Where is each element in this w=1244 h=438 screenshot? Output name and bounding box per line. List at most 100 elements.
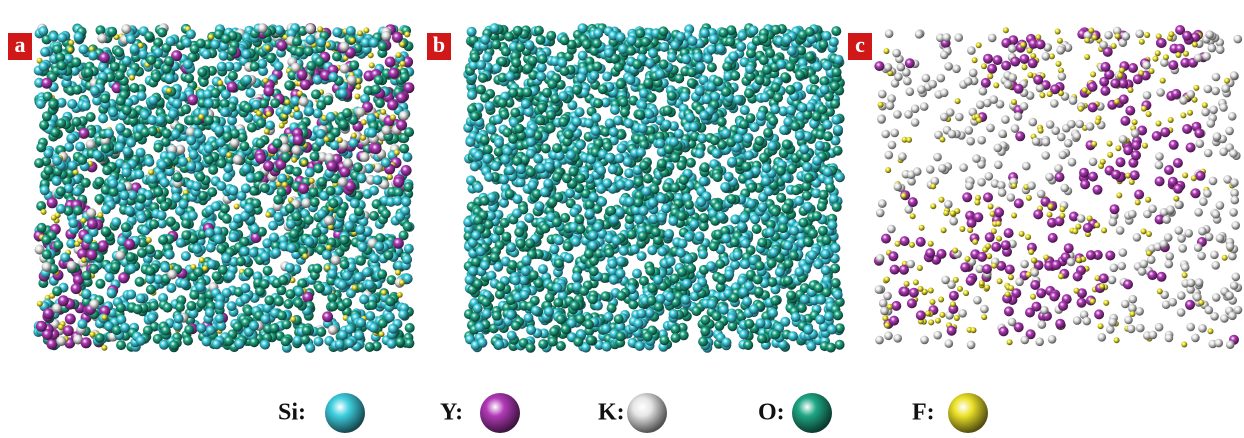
- atom: [255, 153, 266, 164]
- atom: [536, 35, 546, 45]
- atom: [272, 138, 282, 148]
- atom: [491, 40, 501, 50]
- atom: [263, 266, 273, 276]
- atom: [739, 213, 749, 223]
- atom: [306, 35, 316, 45]
- atom: [344, 221, 354, 231]
- atom: [543, 179, 553, 189]
- atom: [125, 206, 135, 216]
- atom: [357, 173, 367, 183]
- atom: [130, 44, 140, 54]
- atom: [554, 235, 564, 245]
- atom: [302, 253, 308, 259]
- atom: [310, 152, 320, 162]
- atom: [740, 105, 750, 115]
- atom: [695, 231, 705, 241]
- atom: [475, 322, 485, 332]
- atom: [216, 181, 226, 191]
- atom: [754, 287, 764, 297]
- atom: [576, 140, 586, 150]
- atom: [491, 161, 501, 171]
- atom: [374, 75, 384, 85]
- atom: [545, 293, 555, 303]
- atom: [38, 26, 48, 36]
- atom: [36, 99, 46, 109]
- atom: [291, 157, 297, 163]
- atom: [771, 83, 781, 93]
- atom: [549, 326, 559, 336]
- atom: [589, 266, 599, 276]
- atom: [401, 165, 412, 176]
- atom: [482, 309, 492, 319]
- atom: [699, 213, 709, 223]
- atom: [98, 113, 108, 123]
- atom: [513, 26, 523, 36]
- atom: [775, 267, 785, 277]
- atom: [715, 259, 725, 269]
- atom: [394, 150, 400, 156]
- atom: [271, 248, 281, 258]
- atom: [198, 114, 204, 120]
- atom: [208, 165, 218, 175]
- atom: [326, 245, 332, 251]
- atom: [470, 312, 480, 322]
- atom: [707, 299, 717, 309]
- atom: [480, 260, 490, 270]
- atom: [58, 295, 69, 306]
- atom: [102, 314, 108, 320]
- atom: [300, 79, 311, 90]
- atom: [292, 145, 302, 155]
- atom: [647, 245, 657, 255]
- atom: [94, 194, 104, 204]
- atom: [174, 314, 184, 324]
- atom: [87, 219, 98, 230]
- atom: [630, 244, 640, 254]
- atom: [56, 186, 66, 196]
- atom: [681, 295, 691, 305]
- atom: [292, 167, 302, 177]
- atom: [385, 297, 395, 307]
- atom: [204, 98, 214, 108]
- atom: [97, 212, 103, 218]
- atom: [473, 151, 483, 161]
- atom: [166, 217, 176, 227]
- atom: [110, 62, 120, 72]
- atom: [385, 57, 396, 68]
- atom: [157, 28, 167, 38]
- atom: [222, 214, 232, 224]
- atom: [534, 26, 544, 36]
- atom: [260, 252, 270, 262]
- atom: [648, 48, 658, 58]
- atom: [371, 143, 382, 154]
- atom: [369, 38, 379, 48]
- atom: [746, 113, 756, 123]
- atom: [353, 162, 363, 172]
- atom: [261, 314, 271, 324]
- atom: [182, 38, 192, 48]
- atom: [832, 202, 842, 212]
- atom: [506, 242, 516, 252]
- atom: [729, 51, 739, 61]
- atom: [111, 262, 121, 272]
- atom: [215, 300, 225, 310]
- atom: [122, 168, 132, 178]
- atom: [755, 261, 765, 271]
- atom: [42, 111, 52, 121]
- atom: [292, 37, 302, 47]
- atom: [114, 47, 124, 57]
- atom: [217, 62, 227, 72]
- atom: [744, 88, 754, 98]
- atom: [727, 313, 737, 323]
- atom: [228, 71, 238, 81]
- atom: [161, 326, 171, 336]
- atom: [124, 239, 135, 250]
- atom: [160, 263, 170, 273]
- atom: [740, 259, 750, 269]
- atom: [83, 67, 93, 77]
- atom: [659, 59, 669, 69]
- atom: [355, 94, 361, 100]
- atom: [614, 314, 624, 324]
- atom: [362, 267, 372, 277]
- atom: [744, 319, 754, 329]
- atom: [122, 146, 132, 156]
